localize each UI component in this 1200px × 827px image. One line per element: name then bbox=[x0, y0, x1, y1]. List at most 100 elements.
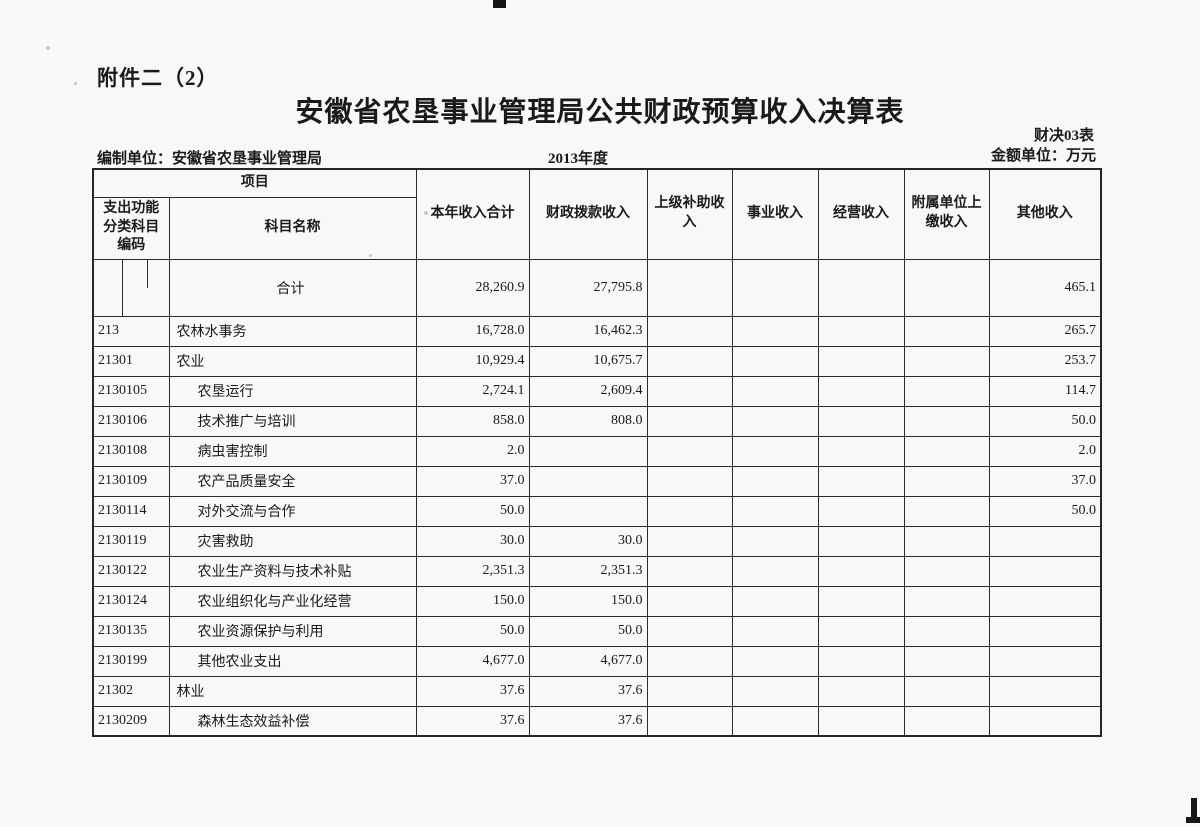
scan-artifact bbox=[1191, 798, 1197, 821]
cell-amount bbox=[903, 645, 990, 677]
cell-subject-name: 农产品质量安全 bbox=[168, 465, 417, 497]
cell-amount bbox=[731, 375, 819, 407]
cell-amount bbox=[903, 495, 990, 527]
header-function-code: 支出功能分类科目编码 bbox=[92, 196, 170, 260]
prepared-by-value: 安徽省农垦事业管理局 bbox=[172, 151, 323, 167]
table-row: 21301 农业 10,929.4 10,675.7 253.7 bbox=[92, 345, 1102, 377]
header-affiliate-income: 附属单位上缴收入 bbox=[903, 168, 990, 260]
cell-amount bbox=[817, 435, 905, 467]
cell-amount bbox=[817, 705, 905, 737]
cell-amount bbox=[646, 258, 733, 317]
cell-function-code: 2130122 bbox=[92, 555, 170, 587]
code-digit-box bbox=[98, 287, 123, 315]
cell-amount bbox=[817, 675, 905, 707]
cell-amount bbox=[646, 525, 733, 557]
scan-artifact bbox=[424, 211, 428, 215]
cell-amount bbox=[903, 615, 990, 647]
cell-amount bbox=[731, 525, 819, 557]
cell-amount: 2,351.3 bbox=[415, 555, 530, 587]
cell-function-code: 2130105 bbox=[92, 375, 170, 407]
cell-amount bbox=[817, 585, 905, 617]
table-row: 21302 林业 37.6 37.6 bbox=[92, 675, 1102, 707]
cell-amount bbox=[817, 555, 905, 587]
cell-amount bbox=[988, 705, 1102, 737]
cell-amount: 858.0 bbox=[415, 405, 530, 437]
cell-amount: 37.6 bbox=[415, 705, 530, 737]
cell-amount: 10,929.4 bbox=[415, 345, 530, 377]
cell-amount bbox=[731, 495, 819, 527]
cell-subject-name: 农林水事务 bbox=[168, 315, 417, 347]
cell-amount bbox=[646, 375, 733, 407]
scan-artifact bbox=[74, 82, 77, 85]
cell-amount: 27,795.8 bbox=[528, 258, 648, 317]
cell-function-code: 2130124 bbox=[92, 585, 170, 617]
cell-amount bbox=[817, 375, 905, 407]
cell-amount bbox=[903, 675, 990, 707]
cell-amount bbox=[817, 258, 905, 317]
cell-amount bbox=[646, 345, 733, 377]
cell-amount: 50.0 bbox=[988, 495, 1102, 527]
cell-subject-name: 农业资源保护与利用 bbox=[168, 615, 417, 647]
table-row: 2130108 病虫害控制 2.0 2.0 bbox=[92, 435, 1102, 467]
table-row: 2130114 对外交流与合作 50.0 50.0 bbox=[92, 495, 1102, 527]
cell-amount: 50.0 bbox=[528, 615, 648, 647]
cell-amount bbox=[903, 465, 990, 497]
cell-amount bbox=[731, 675, 819, 707]
table-row: 2130119 灾害救助 30.0 30.0 bbox=[92, 525, 1102, 557]
cell-subject-name: 合计 bbox=[168, 258, 417, 317]
cell-amount: 4,677.0 bbox=[528, 645, 648, 677]
cell-amount: 16,728.0 bbox=[415, 315, 530, 347]
table-row: 2130209 森林生态效益补偿 37.6 37.6 bbox=[92, 705, 1102, 737]
prepared-by-label: 编制单位： bbox=[97, 151, 173, 167]
cell-function-code: 2130135 bbox=[92, 615, 170, 647]
cell-subject-name: 农业 bbox=[168, 345, 417, 377]
cell-amount bbox=[731, 465, 819, 497]
cell-amount bbox=[646, 435, 733, 467]
cell-function-code: 21302 bbox=[92, 675, 170, 707]
cell-amount: 2,724.1 bbox=[415, 375, 530, 407]
cell-amount bbox=[646, 465, 733, 497]
cell-function-code: 2130109 bbox=[92, 465, 170, 497]
cell-function-code: 2130108 bbox=[92, 435, 170, 467]
table-row: 2130122 农业生产资料与技术补贴 2,351.3 2,351.3 bbox=[92, 555, 1102, 587]
cell-amount bbox=[646, 615, 733, 647]
cell-amount bbox=[646, 705, 733, 737]
cell-function-code: 2130106 bbox=[92, 405, 170, 437]
header-operating-income: 经营收入 bbox=[817, 168, 905, 260]
cell-amount bbox=[903, 405, 990, 437]
cell-subject-name: 灾害救助 bbox=[168, 525, 417, 557]
table-row: 2130109 农产品质量安全 37.0 37.0 bbox=[92, 465, 1102, 497]
cell-amount bbox=[903, 525, 990, 557]
table-row: 合计 28,260.9 27,795.8 465.1 bbox=[92, 258, 1102, 317]
table-body: 合计 28,260.9 27,795.8 465.1 213 农林水事务 16,728.0 1… bbox=[92, 258, 1102, 737]
cell-amount: 37.0 bbox=[415, 465, 530, 497]
cell-amount bbox=[646, 585, 733, 617]
header-superior-subsidy: 上级补助收入 bbox=[646, 168, 733, 260]
cell-amount bbox=[817, 315, 905, 347]
cell-amount: 265.7 bbox=[988, 315, 1102, 347]
cell-amount bbox=[646, 555, 733, 587]
cell-function-code: 2130119 bbox=[92, 525, 170, 557]
cell-amount bbox=[731, 585, 819, 617]
cell-amount bbox=[903, 585, 990, 617]
cell-amount: 37.6 bbox=[528, 675, 648, 707]
scan-artifact bbox=[1186, 817, 1200, 823]
cell-amount: 16,462.3 bbox=[528, 315, 648, 347]
cell-amount: 10,675.7 bbox=[528, 345, 648, 377]
cell-amount bbox=[528, 435, 648, 467]
header-total-income: 本年收入合计 bbox=[415, 168, 530, 260]
header-fiscal-appropriation: 财政拨款收入 bbox=[528, 168, 648, 260]
cell-amount bbox=[817, 465, 905, 497]
cell-amount bbox=[903, 555, 990, 587]
cell-amount: 2.0 bbox=[415, 435, 530, 467]
cell-amount: 114.7 bbox=[988, 375, 1102, 407]
table-row: 2130124 农业组织化与产业化经营 150.0 150.0 bbox=[92, 585, 1102, 617]
cell-amount: 50.0 bbox=[988, 405, 1102, 437]
cell-subject-name: 林业 bbox=[168, 675, 417, 707]
cell-amount: 37.0 bbox=[988, 465, 1102, 497]
cell-function-code: 21301 bbox=[92, 345, 170, 377]
cell-amount: 28,260.9 bbox=[415, 258, 530, 317]
cell-function-code: 2130209 bbox=[92, 705, 170, 737]
code-digit-box bbox=[123, 260, 148, 288]
cell-amount bbox=[646, 405, 733, 437]
